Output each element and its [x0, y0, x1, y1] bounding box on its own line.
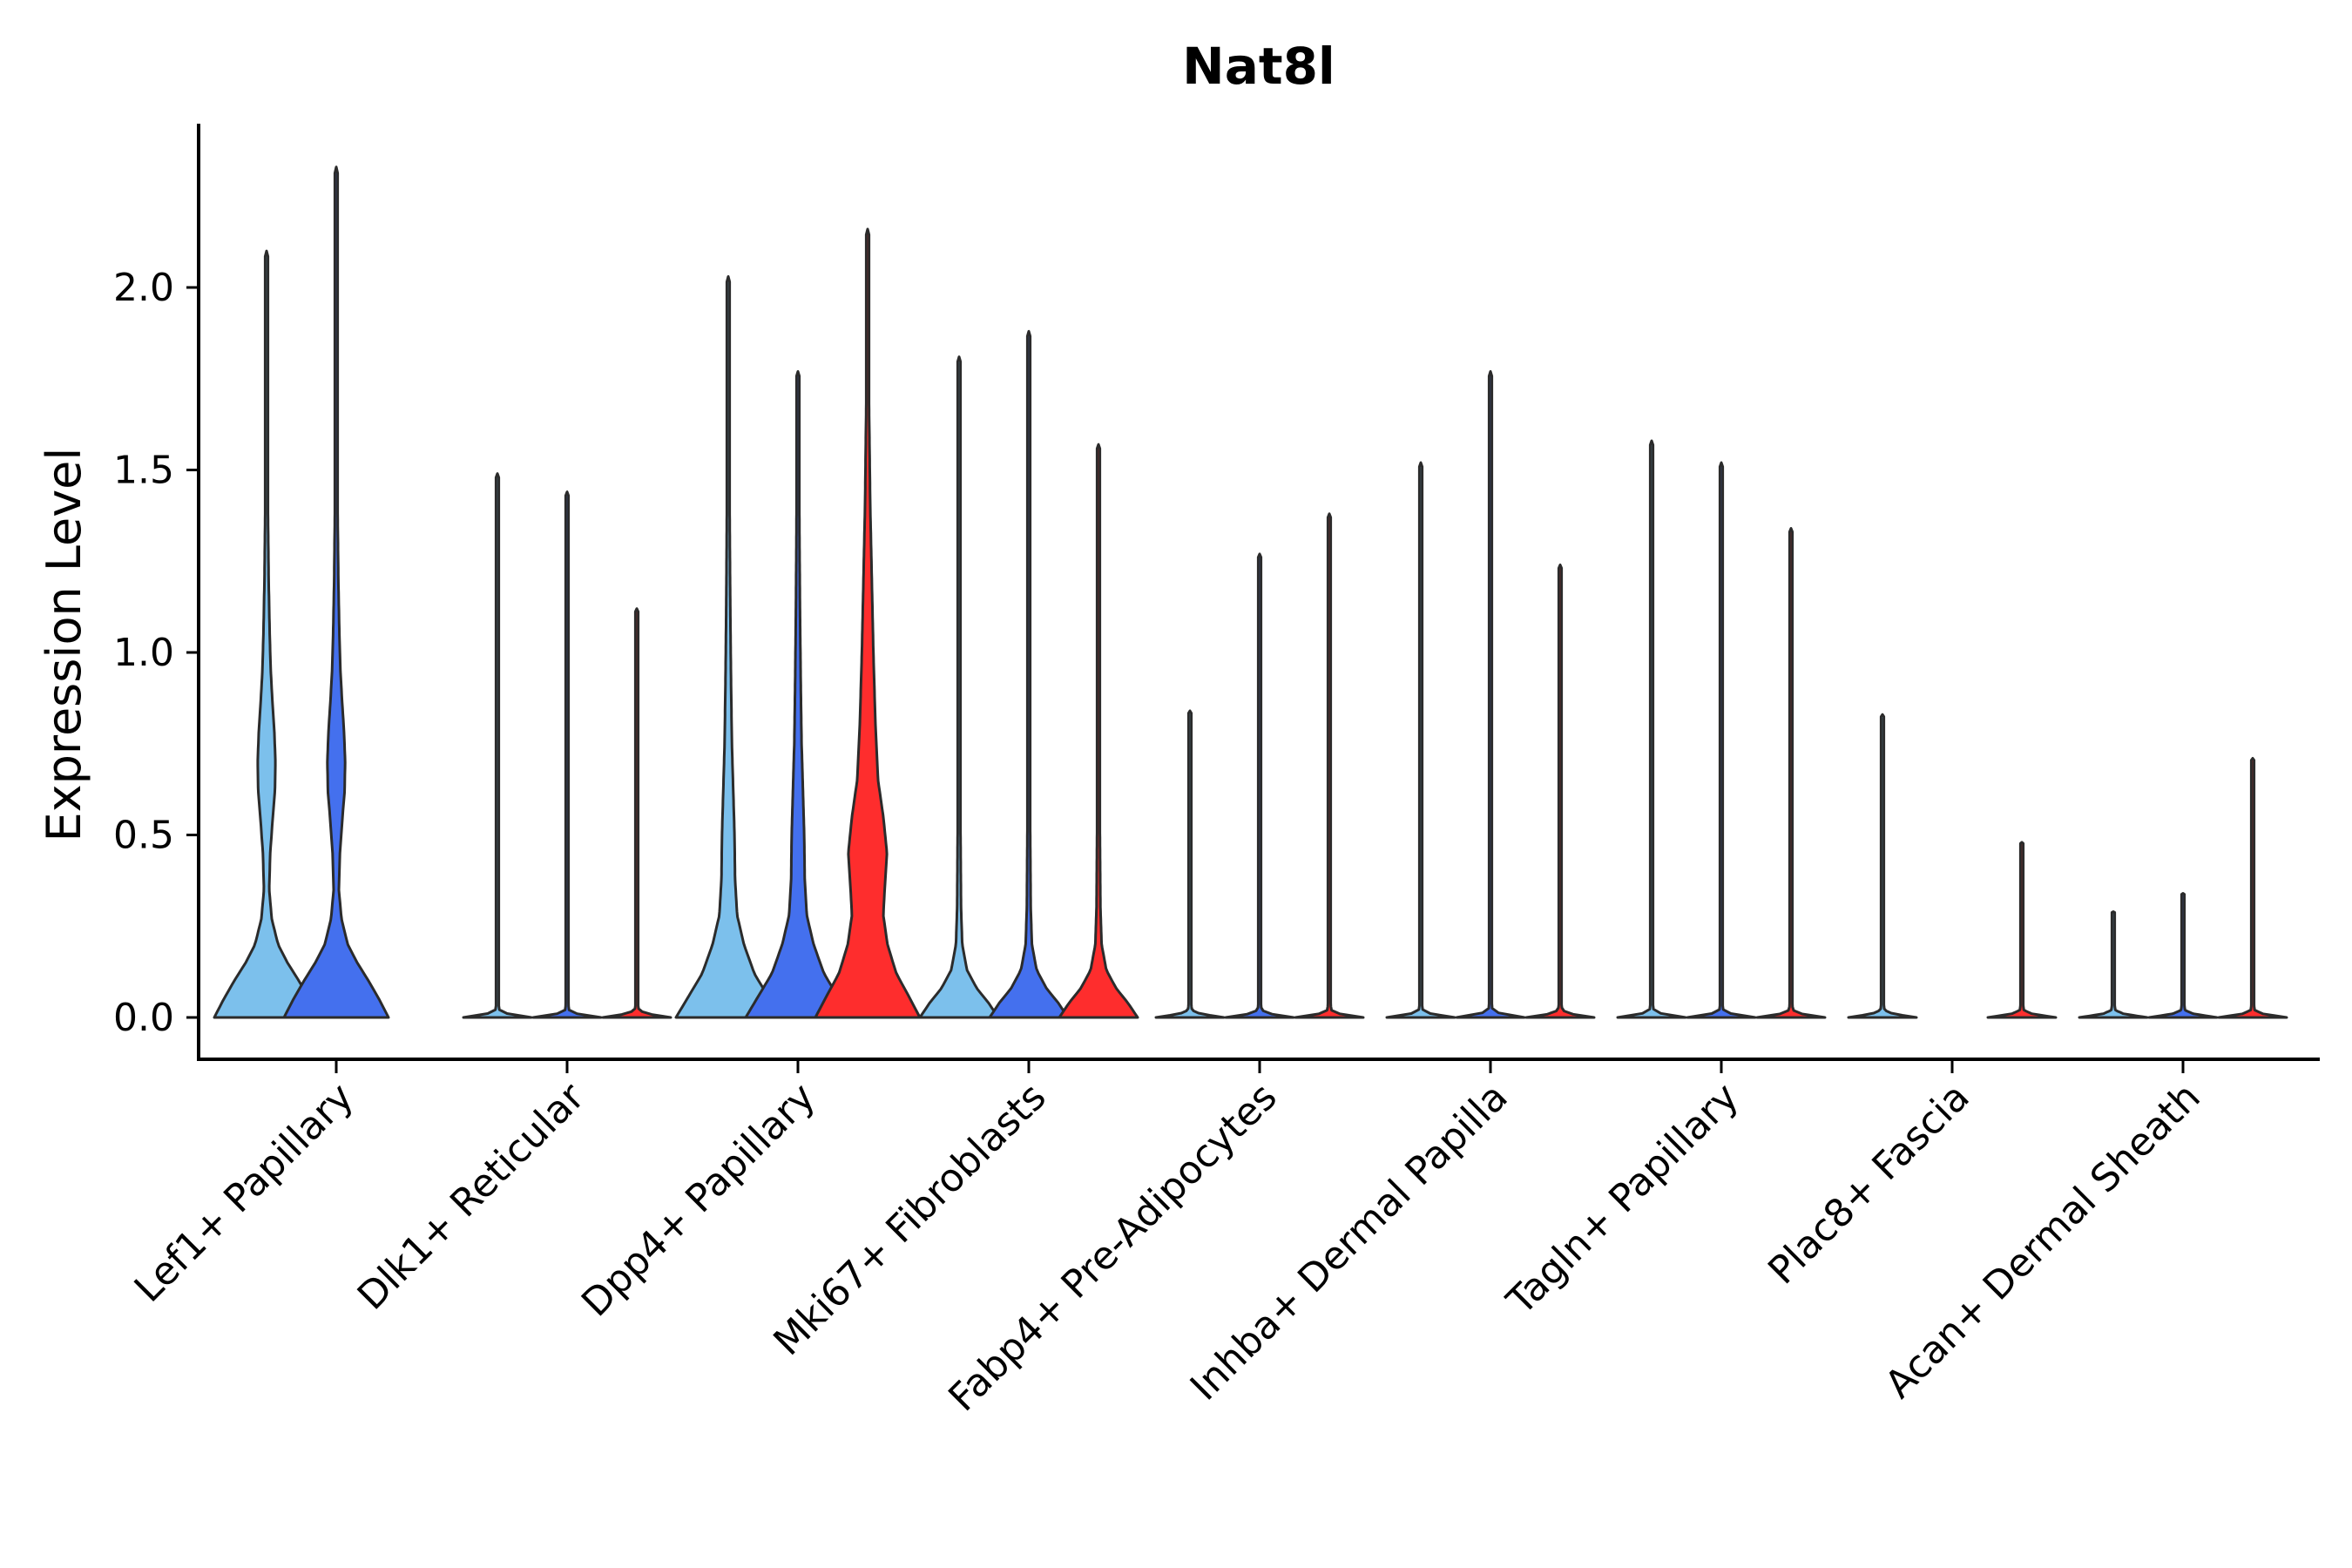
violin-group-2-cat-5 [1224, 552, 1295, 1019]
violin-group-3-cat-8 [1986, 841, 2058, 1019]
category-label: Lef1+ Papillary [126, 1075, 362, 1311]
violin-group-3-cat-4 [1058, 443, 1139, 1019]
y-tick-label: 0.0 [113, 996, 174, 1040]
violin-group-1-cat-1 [213, 249, 321, 1019]
violin-group-1-cat-9 [2078, 910, 2149, 1019]
violin-group-2-cat-9 [2147, 892, 2219, 1019]
violin-group-2-cat-2 [531, 490, 603, 1019]
violin-group-3-cat-6 [1524, 563, 1596, 1019]
category-label: Plac8+ Fascia [1760, 1075, 1978, 1294]
violin-group-2-cat-1 [282, 166, 390, 1019]
violin-group-3-cat-2 [601, 607, 672, 1019]
violin-group-2-cat-3 [744, 369, 852, 1019]
violin-group-1-cat-6 [1385, 461, 1456, 1019]
violin-group-2-cat-7 [1686, 461, 1757, 1019]
violin-group-1-cat-7 [1616, 439, 1687, 1019]
violin-group-1-cat-4 [918, 355, 1000, 1019]
violin-group-2-cat-4 [988, 329, 1070, 1019]
violin-group-3-cat-3 [814, 227, 922, 1019]
violin-group-1-cat-5 [1154, 709, 1226, 1019]
violin-layer [213, 166, 2288, 1019]
violin-group-3-cat-5 [1294, 512, 1365, 1019]
violin-group-3-cat-7 [1755, 527, 1827, 1019]
chart-title: Nat8l [1182, 37, 1335, 96]
y-tick-label: 1.5 [113, 449, 174, 493]
y-tick-label: 2.0 [113, 266, 174, 310]
violin-group-1-cat-2 [462, 472, 533, 1019]
y-ticks: 0.0 0.5 1.0 1.5 2.0 [113, 266, 199, 1040]
violin-group-3-cat-9 [2217, 757, 2288, 1019]
violin-group-1-cat-3 [674, 274, 782, 1019]
violin-group-1-cat-8 [1847, 713, 1918, 1019]
category-label: Dpp4+ Papillary [573, 1075, 824, 1326]
y-tick-label: 0.5 [113, 814, 174, 858]
y-tick-label: 1.0 [113, 631, 174, 675]
violin-group-2-cat-6 [1455, 369, 1526, 1019]
category-label: Dlk1+ Reticular [349, 1074, 594, 1319]
category-label: Tagln+ Papillary [1498, 1075, 1747, 1324]
y-axis-label: Expression Level [37, 448, 91, 842]
